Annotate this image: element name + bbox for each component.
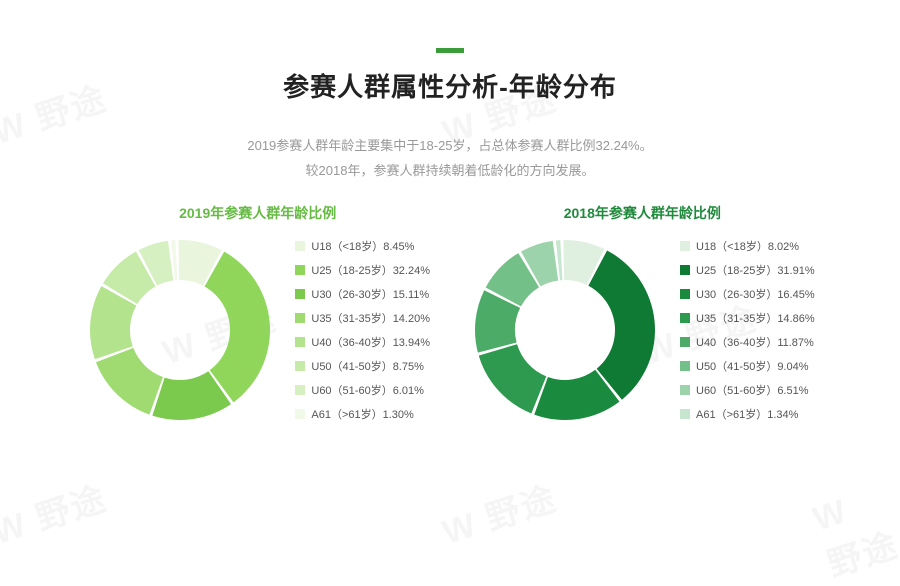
chart-2018-legend-row: A61（>61岁）1.34% bbox=[680, 406, 815, 422]
chart-2019-title: 2019年参赛人群年龄比例 bbox=[179, 203, 336, 223]
chart-2018-donut bbox=[470, 235, 660, 425]
legend-swatch bbox=[295, 265, 305, 275]
watermark: W 野途 bbox=[0, 471, 112, 554]
legend-label: U18（<18岁）8.45% bbox=[311, 238, 414, 254]
chart-2018-legend: U18（<18岁）8.02% U25（18-25岁）31.91% U30（26-30… bbox=[680, 238, 815, 422]
legend-label: U35（31-35岁）14.86% bbox=[696, 310, 815, 326]
legend-swatch bbox=[295, 289, 305, 299]
chart-2019-legend-row: U35（31-35岁）14.20% bbox=[295, 310, 430, 326]
legend-label: A61（>61岁）1.34% bbox=[696, 406, 798, 422]
chart-2019-legend: U18（<18岁）8.45% U25（18-25岁）32.24% U30（26-30… bbox=[295, 238, 430, 422]
legend-swatch bbox=[295, 313, 305, 323]
legend-label: U50（41-50岁）8.75% bbox=[311, 358, 424, 374]
legend-label: U25（18-25岁）31.91% bbox=[696, 262, 815, 278]
legend-label: U18（<18岁）8.02% bbox=[696, 238, 799, 254]
accent-bar bbox=[436, 48, 464, 53]
chart-2018-legend-row: U18（<18岁）8.02% bbox=[680, 238, 815, 254]
chart-2019-legend-row: U18（<18岁）8.45% bbox=[295, 238, 430, 254]
legend-swatch bbox=[680, 289, 690, 299]
legend-swatch bbox=[680, 241, 690, 251]
legend-swatch bbox=[295, 409, 305, 419]
legend-swatch bbox=[295, 337, 305, 347]
chart-2019-legend-row: U50（41-50岁）8.75% bbox=[295, 358, 430, 374]
chart-2018-legend-row: U50（41-50岁）9.04% bbox=[680, 358, 815, 374]
charts-row: 2019年参赛人群年龄比例 U18（<18岁）8.45% U25（18-25岁）3… bbox=[0, 203, 900, 425]
chart-2019-legend-row: U60（51-60岁）6.01% bbox=[295, 382, 430, 398]
chart-2019-legend-row: U25（18-25岁）32.24% bbox=[295, 262, 430, 278]
chart-2018-legend-row: U40（36-40岁）11.87% bbox=[680, 334, 815, 350]
legend-swatch bbox=[295, 385, 305, 395]
legend-swatch bbox=[680, 337, 690, 347]
chart-2019: 2019年参赛人群年龄比例 U18（<18岁）8.45% U25（18-25岁）3… bbox=[85, 203, 430, 425]
chart-2019-legend-row: U40（36-40岁）13.94% bbox=[295, 334, 430, 350]
legend-label: U40（36-40岁）13.94% bbox=[311, 334, 430, 350]
chart-2018-title: 2018年参赛人群年龄比例 bbox=[564, 203, 721, 223]
watermark: W 野途 bbox=[435, 471, 562, 554]
chart-2019-legend-row: U30（26-30岁）15.11% bbox=[295, 286, 430, 302]
legend-swatch bbox=[295, 361, 305, 371]
legend-swatch bbox=[680, 409, 690, 419]
chart-2019-slice-1 bbox=[205, 252, 270, 403]
chart-2018-legend-row: U25（18-25岁）31.91% bbox=[680, 262, 815, 278]
subtitle: 2019参赛人群年龄主要集中于18-25岁，占总体参赛人群比例32.24%。 较… bbox=[0, 134, 900, 183]
legend-label: U35（31-35岁）14.20% bbox=[311, 310, 430, 326]
chart-2018-legend-row: U35（31-35岁）14.86% bbox=[680, 310, 815, 326]
chart-2019-legend-row: A61（>61岁）1.30% bbox=[295, 406, 430, 422]
legend-label: U25（18-25岁）32.24% bbox=[311, 262, 430, 278]
legend-swatch bbox=[680, 265, 690, 275]
chart-2018-slice-3 bbox=[479, 345, 547, 414]
chart-2018-legend-row: U60（51-60岁）6.51% bbox=[680, 382, 815, 398]
legend-label: U30（26-30岁）16.45% bbox=[696, 286, 815, 302]
legend-label: A61（>61岁）1.30% bbox=[311, 406, 413, 422]
legend-swatch bbox=[680, 361, 690, 371]
chart-2019-slice-3 bbox=[96, 348, 163, 415]
chart-2019-donut bbox=[85, 235, 275, 425]
chart-2018-legend-row: U30（26-30岁）16.45% bbox=[680, 286, 815, 302]
subtitle-line-1: 2019参赛人群年龄主要集中于18-25岁，占总体参赛人群比例32.24%。 bbox=[0, 134, 900, 159]
watermark: W 野途 bbox=[808, 478, 900, 586]
legend-label: U50（41-50岁）9.04% bbox=[696, 358, 809, 374]
legend-label: U60（51-60岁）6.01% bbox=[311, 382, 424, 398]
legend-swatch bbox=[680, 385, 690, 395]
legend-swatch bbox=[680, 313, 690, 323]
subtitle-line-2: 较2018年，参赛人群持续朝着低龄化的方向发展。 bbox=[0, 159, 900, 184]
chart-2018: 2018年参赛人群年龄比例 U18（<18岁）8.02% U25（18-25岁）3… bbox=[470, 203, 815, 425]
legend-label: U40（36-40岁）11.87% bbox=[696, 334, 814, 350]
legend-swatch bbox=[295, 241, 305, 251]
legend-label: U60（51-60岁）6.51% bbox=[696, 382, 809, 398]
page-title: 参赛人群属性分析-年龄分布 bbox=[0, 67, 900, 104]
legend-label: U30（26-30岁）15.11% bbox=[311, 286, 429, 302]
